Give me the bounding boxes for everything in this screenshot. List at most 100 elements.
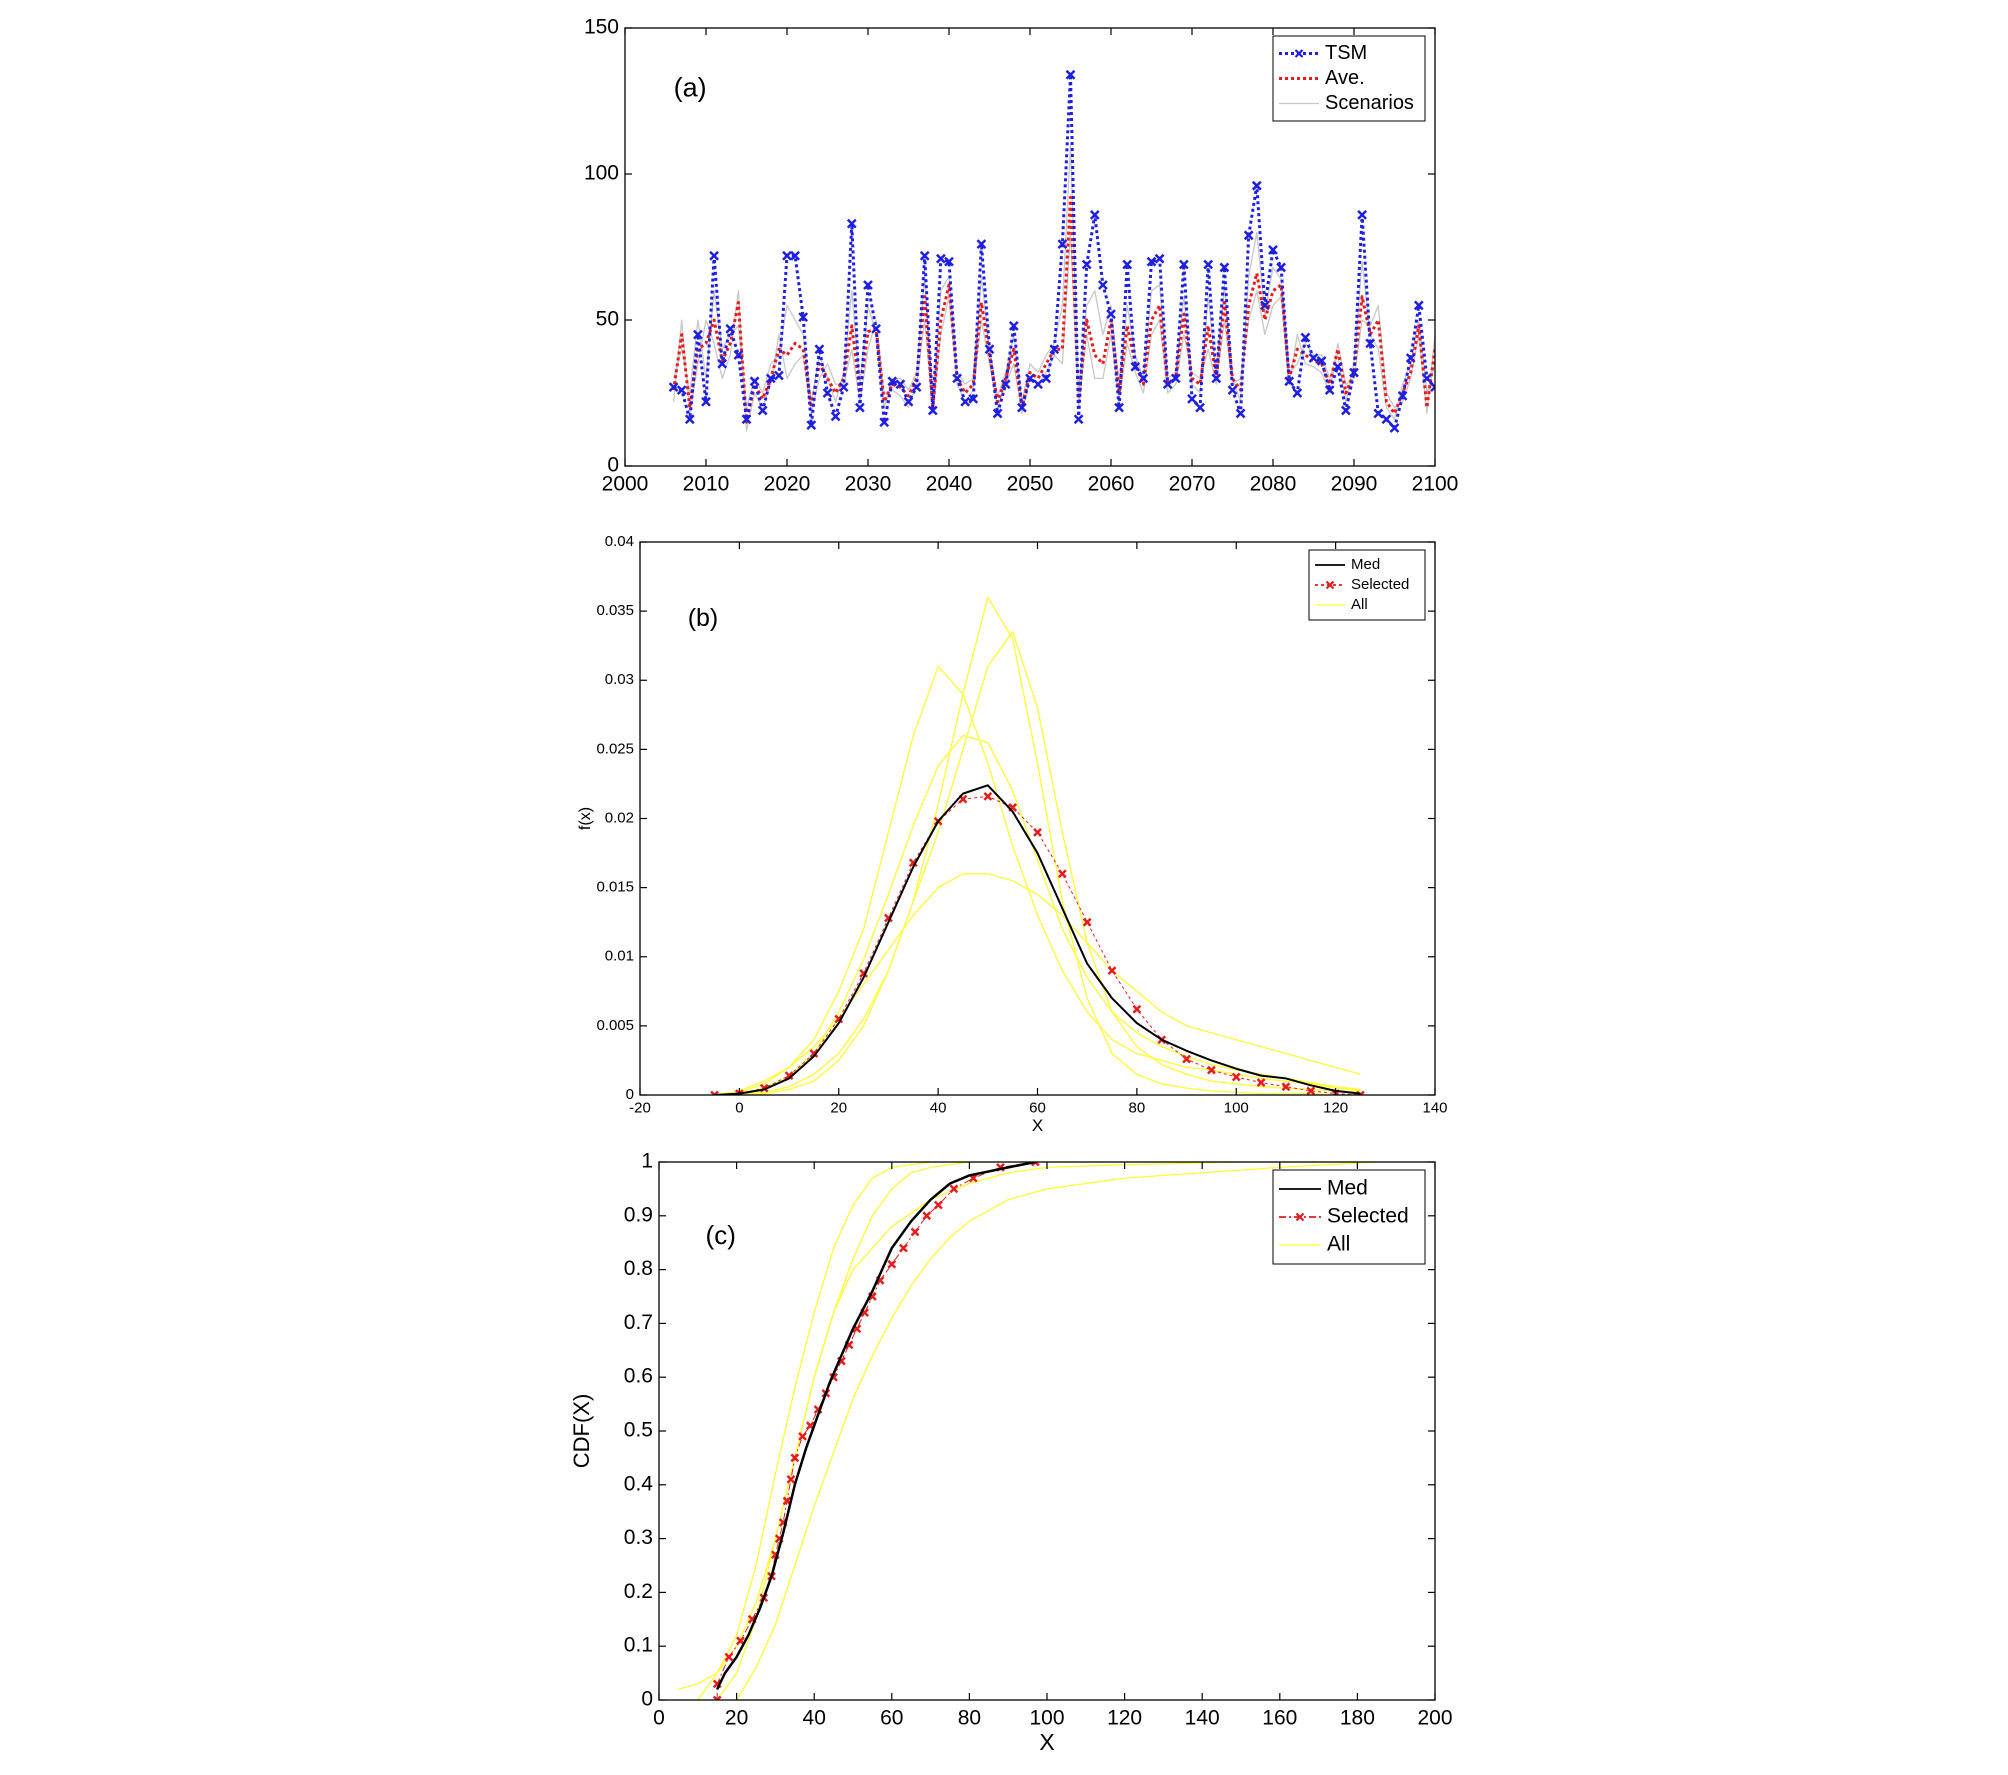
y-tick-label: 0.035	[596, 602, 634, 619]
marker	[1332, 361, 1343, 372]
marker	[1207, 1065, 1216, 1075]
marker	[1082, 917, 1092, 927]
marker	[1154, 253, 1165, 264]
marker	[1260, 300, 1270, 311]
marker	[1030, 1162, 1040, 1167]
marker	[1000, 379, 1011, 390]
x-tick-label: 2000	[602, 472, 649, 495]
chart-panel: 0 20 40 60 80 100 120 140 160 180 200 0 0.1 0.2 0.3 0.4…	[569, 1150, 1452, 1756]
marker	[1073, 414, 1084, 425]
marker	[1389, 423, 1400, 433]
x-tick-label: -20	[629, 1099, 651, 1116]
x-tick-label: 40	[930, 1099, 947, 1116]
y-tick-label: 0.01	[605, 948, 634, 965]
marker	[717, 358, 728, 369]
marker	[1381, 414, 1392, 425]
marker	[1341, 405, 1351, 416]
marker	[944, 256, 954, 267]
legend-label: Selected	[1351, 576, 1409, 593]
marker	[846, 218, 857, 229]
marker	[1211, 373, 1222, 384]
marker	[757, 405, 768, 416]
marker	[1049, 344, 1060, 355]
y-tick-label: 0.4	[624, 1472, 654, 1495]
y-tick-label: 0.8	[624, 1257, 653, 1280]
series-line	[716, 1162, 1086, 1700]
marker	[984, 344, 995, 355]
marker	[1098, 280, 1108, 290]
x-tick-label: 100	[1029, 1706, 1064, 1729]
y-tick-label: 0	[641, 1688, 653, 1711]
marker	[976, 239, 987, 249]
x-tick-label: 120	[1107, 1706, 1142, 1729]
marker	[1008, 320, 1019, 331]
marker	[1324, 385, 1335, 395]
marker	[908, 858, 918, 868]
annotation: (b)	[688, 604, 719, 632]
marker	[786, 1475, 796, 1484]
marker	[1187, 393, 1197, 404]
marker	[693, 329, 703, 340]
marker	[949, 1184, 959, 1194]
x-tick-label: 180	[1340, 1706, 1375, 1729]
legend-label: Scenarios	[1325, 92, 1414, 114]
annotation: (c)	[706, 1220, 736, 1250]
series-line	[714, 631, 1361, 1095]
marker	[1065, 69, 1076, 80]
marker	[895, 379, 906, 390]
marker	[676, 385, 687, 395]
marker	[1025, 373, 1035, 384]
marker	[1106, 309, 1116, 320]
marker	[1397, 391, 1408, 401]
marker	[911, 382, 922, 393]
y-tick-label: 0.005	[596, 1017, 634, 1034]
marker	[814, 344, 825, 355]
y-tick-label: 0.2	[624, 1580, 653, 1603]
y-tick-label: 0.04	[605, 533, 634, 550]
x-tick-label: 80	[1129, 1099, 1146, 1116]
marker	[741, 414, 752, 425]
series-line	[714, 665, 1361, 1095]
legend-marker	[1295, 1212, 1305, 1222]
series-line	[672, 231, 1435, 432]
marker	[1057, 869, 1067, 879]
marker	[919, 250, 930, 261]
marker	[1122, 259, 1133, 270]
x-axis-label: X	[1039, 1729, 1054, 1755]
x-tick-label: 2020	[764, 472, 811, 495]
marker	[1182, 1054, 1191, 1064]
marker	[798, 1431, 807, 1441]
marker	[936, 253, 946, 264]
marker	[1227, 385, 1238, 395]
x-tick-label: 2030	[845, 472, 892, 495]
x-tick-label: 100	[1224, 1099, 1249, 1116]
marker	[1132, 1004, 1142, 1014]
marker	[879, 417, 890, 428]
legend-label: TSM	[1325, 42, 1367, 64]
marker	[725, 323, 736, 334]
y-axis-label: CDF(X)	[569, 1394, 594, 1469]
marker	[960, 396, 971, 407]
x-axis-label: X	[1032, 1116, 1043, 1135]
x-tick-label: 2060	[1088, 472, 1135, 495]
y-tick-label: 0.1	[624, 1634, 653, 1657]
x-tick-label: 2080	[1250, 472, 1297, 495]
marker	[1162, 379, 1173, 390]
marker	[712, 1695, 722, 1700]
series-line	[673, 73, 1435, 430]
marker	[1138, 373, 1149, 384]
marker	[1089, 209, 1100, 220]
series-line	[714, 873, 1361, 1095]
y-axis-label: f(x)	[577, 807, 594, 830]
marker	[1300, 332, 1311, 343]
marker	[1107, 966, 1117, 975]
marker	[1251, 180, 1262, 191]
marker	[838, 382, 849, 393]
legend-marker	[1325, 580, 1335, 590]
x-tick-label: 2040	[926, 472, 973, 495]
marker	[933, 1200, 943, 1210]
series-line	[714, 596, 1361, 1095]
x-tick-label: 20	[725, 1706, 748, 1729]
marker	[1017, 402, 1027, 413]
